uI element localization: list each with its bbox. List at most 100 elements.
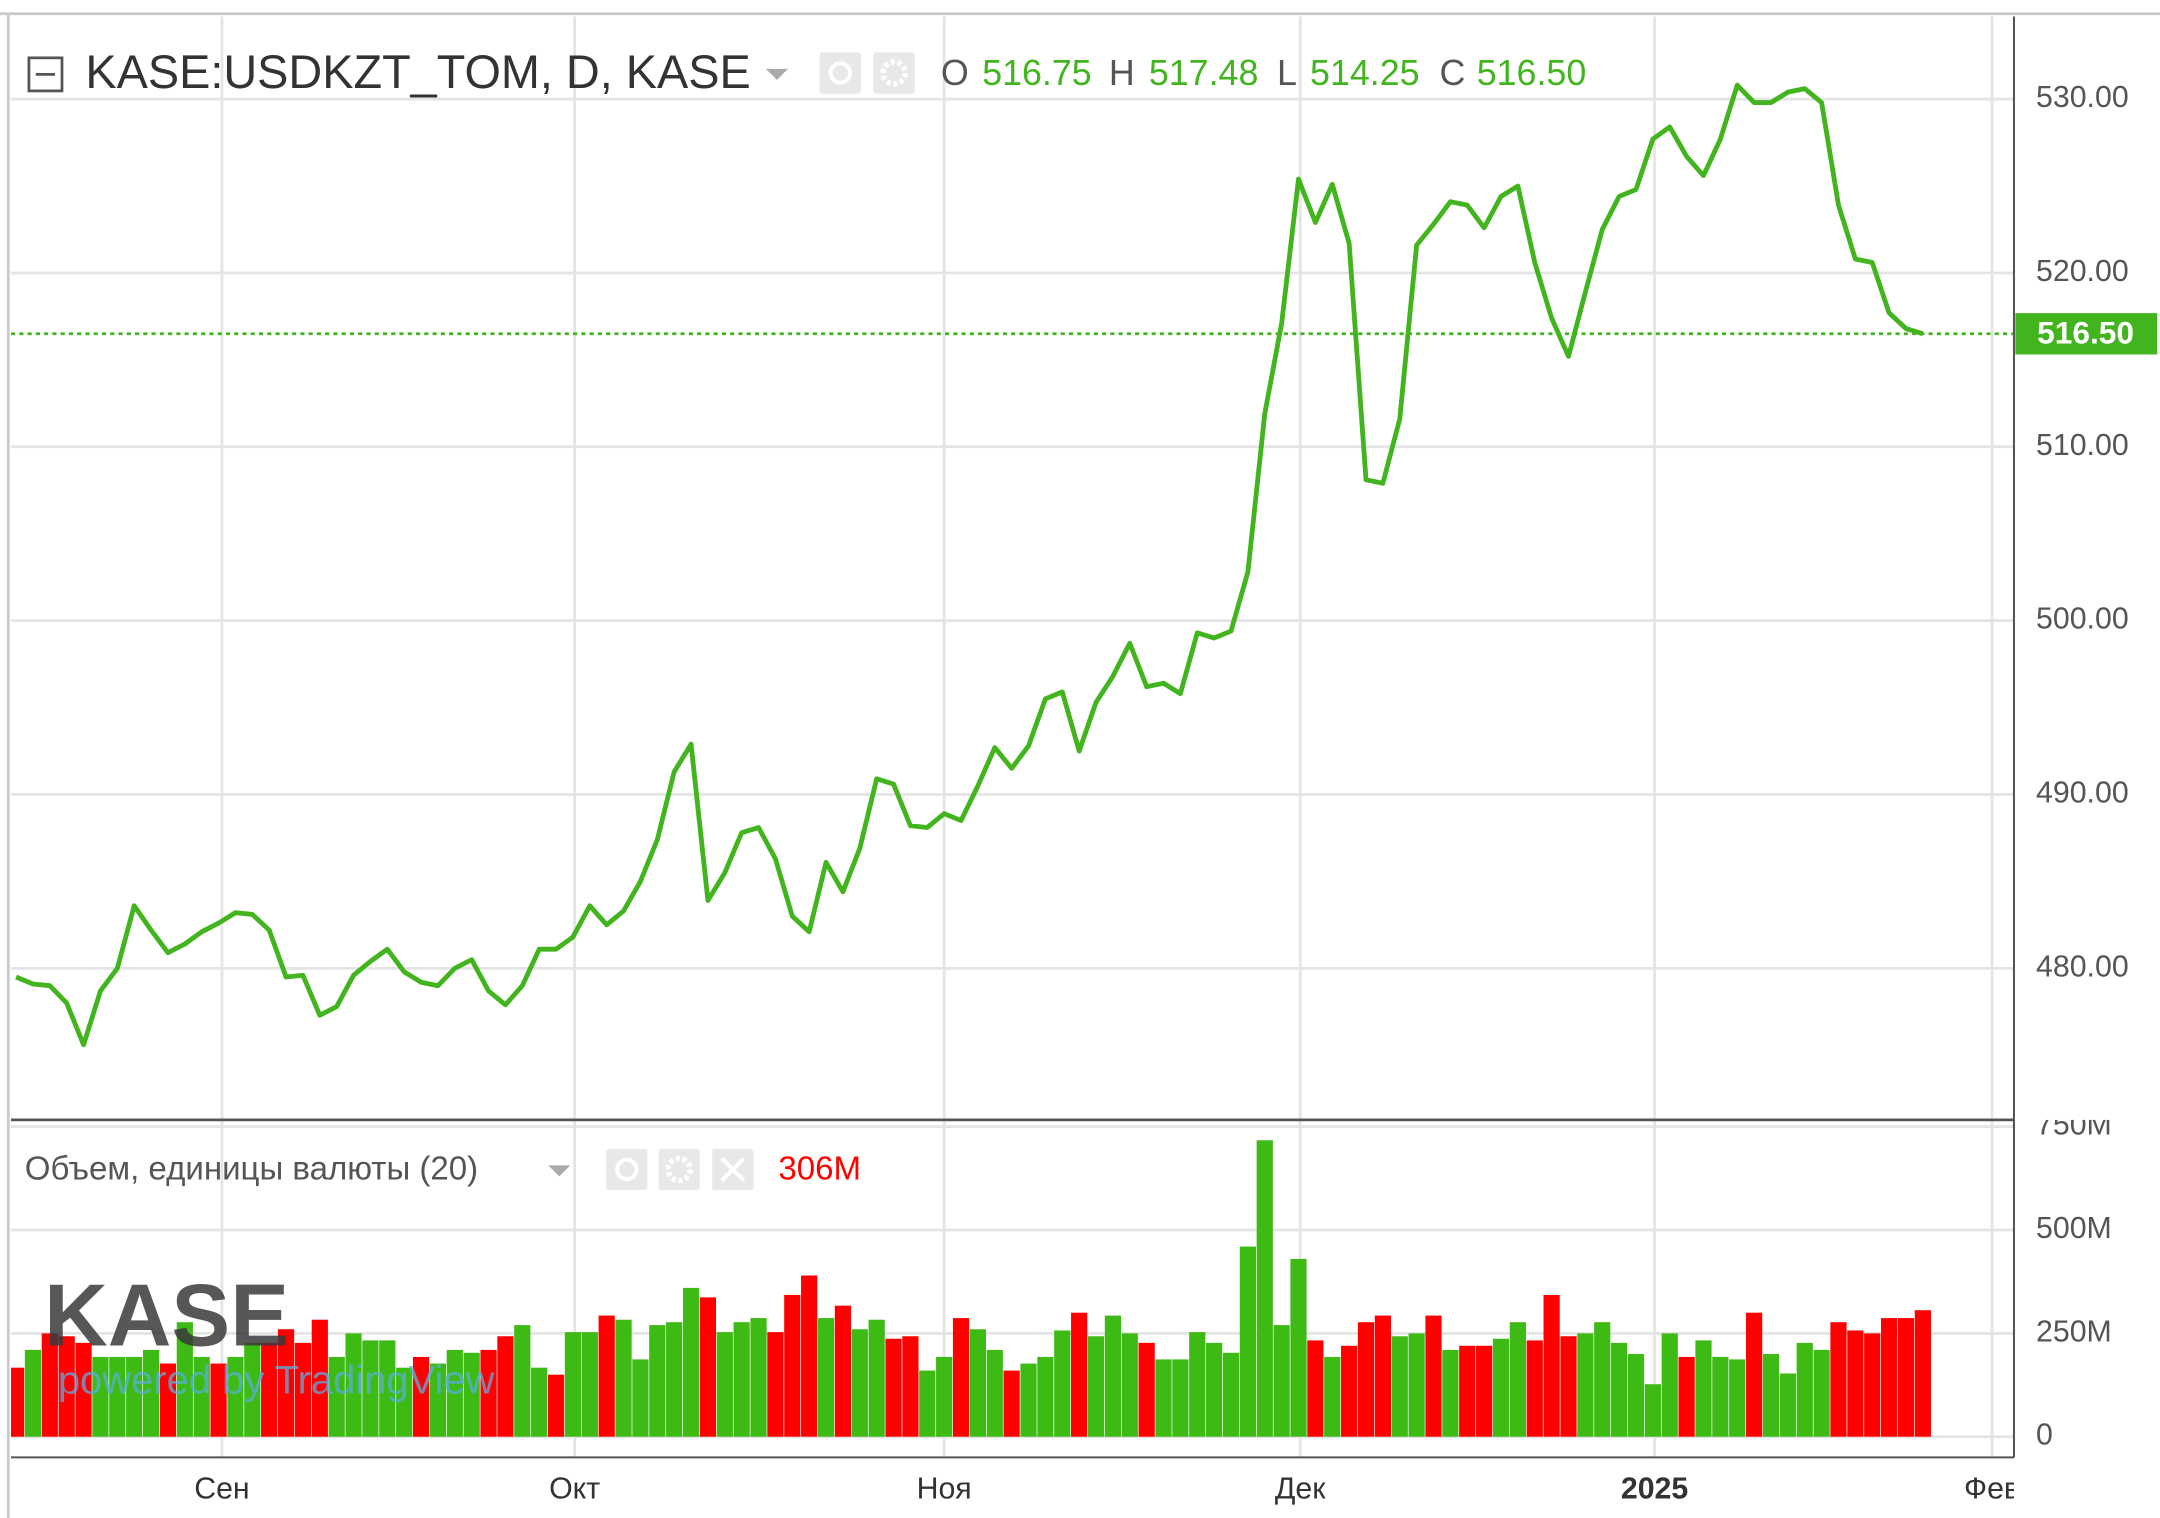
volume-bar <box>1391 1336 1408 1437</box>
volume-bar <box>1627 1354 1645 1437</box>
volume-bar <box>817 1318 835 1437</box>
volume-bar <box>1239 1246 1256 1437</box>
volume-bar <box>311 1319 328 1437</box>
volume-bar <box>632 1359 649 1437</box>
eye-icon[interactable] <box>606 1148 648 1191</box>
volume-bar <box>1442 1349 1459 1437</box>
volume-bar <box>24 1349 42 1437</box>
ohlc-name: C <box>1440 53 1466 93</box>
volume-bar <box>1779 1373 1796 1437</box>
volume-bar <box>1357 1322 1375 1437</box>
volume-bar <box>699 1297 717 1437</box>
volume-bar <box>615 1319 632 1437</box>
volume-bar <box>1526 1340 1543 1437</box>
settings-icon-glyph <box>665 1155 693 1184</box>
volume-bar <box>480 1349 497 1437</box>
collapse-icon[interactable] <box>27 56 64 93</box>
eye-icon-glyph <box>615 1157 639 1182</box>
chart-title: KASE:USDKZT_TOM, D, KASE <box>85 46 750 98</box>
x-tick-label: 2025 <box>1621 1472 1688 1505</box>
volume-bar <box>1206 1342 1223 1437</box>
x-tick-label: Окт <box>549 1472 600 1505</box>
volume-bar <box>1897 1318 1915 1437</box>
volume-bar <box>1121 1333 1138 1437</box>
volume-bar <box>294 1342 312 1437</box>
volume-bar <box>1071 1312 1088 1437</box>
ohlc-legend: O 516.75 H 517.48 L 514.25 C 516.50 <box>941 53 1586 93</box>
volume-bar <box>497 1336 514 1437</box>
volume-bar <box>11 1367 25 1437</box>
volume-bar <box>1914 1310 1931 1437</box>
volume-bar <box>1644 1384 1661 1437</box>
settings-icon[interactable] <box>658 1148 700 1191</box>
volume-bar <box>396 1367 413 1437</box>
volume-bar <box>1189 1332 1206 1437</box>
marks <box>11 82 2014 1437</box>
volume-bar <box>1712 1356 1729 1437</box>
volume-bar <box>1374 1315 1391 1437</box>
volume-bar <box>1729 1359 1746 1437</box>
volume-bar <box>581 1332 598 1437</box>
volume-bar <box>514 1325 531 1437</box>
volume-bar <box>75 1342 92 1437</box>
dropdown-arrow[interactable] <box>765 68 788 80</box>
volume-bar <box>666 1322 683 1437</box>
volume-bar <box>446 1349 463 1437</box>
ohlc-value: 517.48 <box>1149 53 1259 93</box>
volume-bar <box>1746 1312 1763 1437</box>
volume-bar <box>1087 1336 1105 1437</box>
volume-bar <box>936 1356 953 1437</box>
volume-bar <box>1037 1356 1054 1437</box>
volume-bar <box>92 1356 109 1437</box>
ohlc-name: L <box>1277 53 1297 93</box>
volume-bar <box>834 1305 852 1437</box>
y-tick-label: 510.00 <box>2036 429 2129 462</box>
volume-bar <box>126 1356 143 1437</box>
settings-icon[interactable] <box>873 52 915 94</box>
grid <box>11 16 2014 1458</box>
axes: Сен Окт Ноя Дек 2025 Фев 480.00 490.00 500.00 510… <box>194 81 2160 1505</box>
volume-bar <box>902 1336 919 1437</box>
volume-bar <box>1172 1359 1189 1437</box>
volume-bar <box>227 1356 244 1437</box>
volume-bar <box>1003 1370 1020 1437</box>
volume-bar <box>1290 1258 1307 1437</box>
last-price-tag <box>2015 313 2158 355</box>
volume-bar <box>716 1332 733 1437</box>
volume-title: Объем, единицы валюты (20) <box>25 1151 478 1188</box>
volume-bar <box>1476 1345 1493 1437</box>
close-icon-glyph <box>720 1157 746 1182</box>
price-line <box>15 82 1924 1048</box>
eye-icon-glyph <box>828 61 853 85</box>
volume-bar <box>463 1352 480 1437</box>
volume-bar <box>1830 1322 1847 1437</box>
last-price-label: 516.50 <box>2037 315 2134 351</box>
volume-bar <box>1695 1340 1712 1437</box>
volume-bar <box>598 1315 615 1437</box>
volume-bar <box>1054 1330 1071 1437</box>
ohlc-name: H <box>1109 53 1135 93</box>
volume-bar <box>1594 1322 1611 1437</box>
volume-bar <box>1611 1342 1628 1437</box>
y-tick-label: 520.00 <box>2036 255 2129 288</box>
volume-bar <box>277 1329 295 1437</box>
volume-bar <box>547 1374 565 1437</box>
volume-bar <box>1020 1363 1037 1437</box>
ohlc-value: 516.50 <box>1477 53 1587 93</box>
volume-bar <box>1222 1352 1240 1437</box>
volume-bar <box>362 1340 379 1437</box>
dropdown-arrow[interactable] <box>548 1165 571 1177</box>
volume-bar <box>1543 1294 1560 1437</box>
volume-bar <box>750 1318 767 1437</box>
volume-bar <box>1796 1342 1813 1437</box>
volume-bar <box>210 1363 227 1437</box>
volume-bar <box>1256 1140 1273 1437</box>
volume-bar <box>1273 1325 1290 1437</box>
volume-bar <box>1762 1354 1780 1437</box>
volume-bar <box>41 1333 58 1437</box>
volume-bar <box>1881 1318 1898 1437</box>
eye-icon[interactable] <box>819 52 861 94</box>
